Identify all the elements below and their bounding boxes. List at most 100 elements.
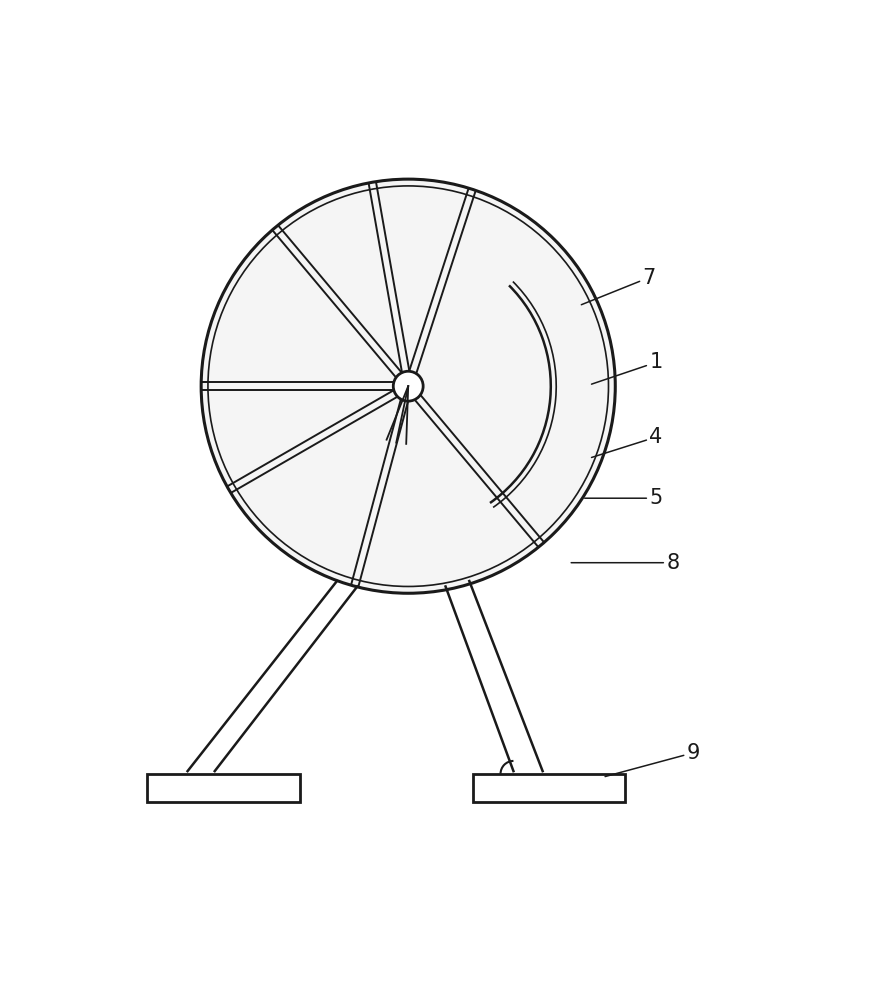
Circle shape <box>357 517 359 519</box>
Circle shape <box>307 305 310 307</box>
Circle shape <box>470 337 473 340</box>
Circle shape <box>389 533 392 535</box>
Circle shape <box>487 207 490 210</box>
Circle shape <box>438 403 441 405</box>
Circle shape <box>406 468 408 470</box>
Circle shape <box>455 256 457 258</box>
Circle shape <box>519 403 522 405</box>
Circle shape <box>226 435 229 438</box>
Circle shape <box>324 468 327 470</box>
Circle shape <box>275 370 278 372</box>
Circle shape <box>226 337 229 340</box>
Circle shape <box>422 549 424 552</box>
Circle shape <box>601 403 604 405</box>
Circle shape <box>536 240 539 242</box>
Circle shape <box>487 354 490 356</box>
Circle shape <box>569 435 571 438</box>
Circle shape <box>438 370 441 372</box>
Circle shape <box>389 191 392 193</box>
Circle shape <box>406 566 408 568</box>
Circle shape <box>569 452 571 454</box>
Circle shape <box>487 256 490 258</box>
Circle shape <box>487 500 490 503</box>
Circle shape <box>487 419 490 421</box>
Circle shape <box>292 468 294 470</box>
Circle shape <box>373 256 376 258</box>
Circle shape <box>307 419 310 421</box>
Circle shape <box>373 468 376 470</box>
Circle shape <box>324 403 327 405</box>
Circle shape <box>536 484 539 487</box>
Circle shape <box>259 289 261 291</box>
Circle shape <box>455 354 457 356</box>
Circle shape <box>210 354 213 356</box>
Circle shape <box>373 354 376 356</box>
Circle shape <box>341 370 343 372</box>
Circle shape <box>552 256 555 258</box>
Circle shape <box>389 289 392 291</box>
Circle shape <box>324 500 327 503</box>
Circle shape <box>275 533 278 535</box>
Circle shape <box>455 500 457 503</box>
Circle shape <box>438 191 441 193</box>
Circle shape <box>438 533 441 535</box>
Circle shape <box>470 468 473 470</box>
Circle shape <box>601 419 604 421</box>
Circle shape <box>470 484 473 487</box>
Circle shape <box>324 240 327 242</box>
Circle shape <box>341 305 343 307</box>
Circle shape <box>504 337 505 340</box>
Circle shape <box>504 223 505 226</box>
Circle shape <box>519 533 522 535</box>
Circle shape <box>569 370 571 372</box>
Circle shape <box>210 419 213 421</box>
Circle shape <box>504 403 505 405</box>
Circle shape <box>487 403 490 405</box>
Circle shape <box>585 370 587 372</box>
Circle shape <box>585 452 587 454</box>
Circle shape <box>259 419 261 421</box>
Circle shape <box>406 386 408 389</box>
Circle shape <box>357 500 359 503</box>
Circle shape <box>504 240 505 242</box>
Circle shape <box>226 321 229 324</box>
Circle shape <box>455 549 457 552</box>
Circle shape <box>422 403 424 405</box>
Circle shape <box>324 289 327 291</box>
Circle shape <box>438 207 441 210</box>
Circle shape <box>422 289 424 291</box>
Circle shape <box>569 354 571 356</box>
Circle shape <box>455 321 457 324</box>
Circle shape <box>406 370 408 372</box>
Circle shape <box>307 435 310 438</box>
Circle shape <box>519 289 522 291</box>
Circle shape <box>406 403 408 405</box>
Circle shape <box>341 419 343 421</box>
Circle shape <box>487 517 490 519</box>
Circle shape <box>292 370 294 372</box>
Circle shape <box>243 272 245 275</box>
Circle shape <box>569 484 571 487</box>
Circle shape <box>275 500 278 503</box>
Circle shape <box>422 305 424 307</box>
Circle shape <box>519 337 522 340</box>
Circle shape <box>357 289 359 291</box>
Circle shape <box>324 517 327 519</box>
Circle shape <box>275 403 278 405</box>
Circle shape <box>470 435 473 438</box>
Circle shape <box>226 305 229 307</box>
Circle shape <box>422 533 424 535</box>
Circle shape <box>373 191 376 193</box>
Circle shape <box>389 517 392 519</box>
Circle shape <box>470 354 473 356</box>
Circle shape <box>470 500 473 503</box>
Circle shape <box>504 484 505 487</box>
Circle shape <box>341 337 343 340</box>
Circle shape <box>585 468 587 470</box>
Circle shape <box>487 321 490 324</box>
Circle shape <box>226 419 229 421</box>
Circle shape <box>307 321 310 324</box>
Circle shape <box>259 468 261 470</box>
Circle shape <box>519 517 522 519</box>
Circle shape <box>324 566 327 568</box>
